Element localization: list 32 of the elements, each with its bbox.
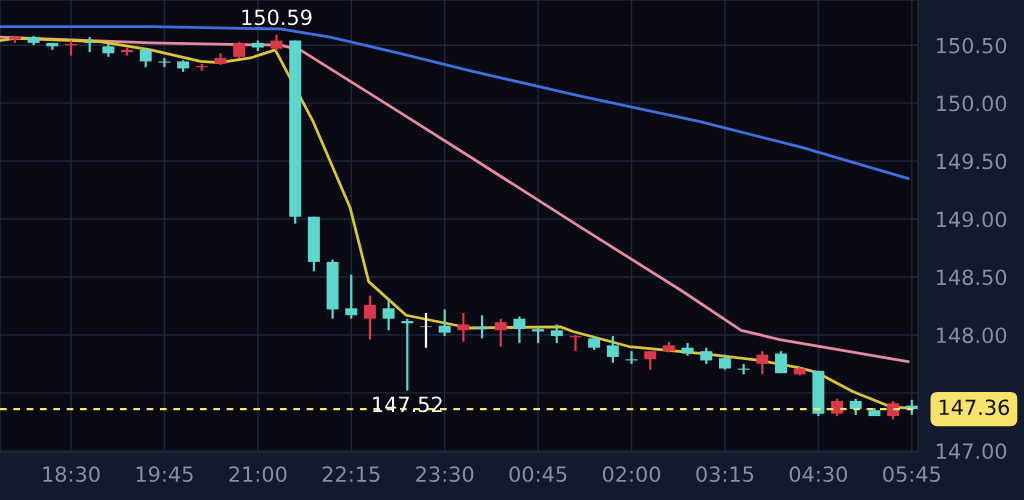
x-tick-label: 21:00: [229, 466, 287, 483]
candlestick: [363, 294, 376, 341]
y-tick-label: 150.00: [936, 95, 1007, 112]
candlestick: [550, 323, 563, 345]
candlestick: [139, 47, 152, 69]
annotation: 147.52: [373, 396, 442, 413]
candlestick: [345, 273, 358, 320]
annotation: 150.59: [242, 9, 312, 26]
y-tick-label: 148.00: [936, 327, 1007, 344]
candlestick: [606, 334, 619, 364]
ref-line-label: 147.36: [939, 399, 1010, 416]
candlestick: [438, 308, 451, 338]
x-tick-label: 18:30: [43, 466, 100, 483]
x-tick-label: 05:45: [883, 466, 940, 483]
candlestick: [644, 350, 657, 371]
x-tick-label: 23:30: [416, 466, 474, 483]
x-tick-label: 19:45: [136, 466, 193, 483]
candlestick: [494, 317, 507, 348]
x-tick-label: 04:30: [789, 466, 847, 483]
y-tick-label: 150.50: [936, 37, 1007, 54]
x-tick-label: 03:15: [696, 466, 754, 483]
y-tick-label: 149.50: [936, 153, 1007, 170]
x-tick-label: 00:45: [509, 466, 567, 483]
y-tick-label: 149.00: [936, 211, 1007, 228]
candlestick: [756, 350, 769, 376]
candlestick: [382, 297, 395, 332]
x-tick-label: 02:00: [602, 466, 661, 483]
x-tick-label: 22:15: [322, 466, 380, 483]
candlestick: [513, 315, 526, 345]
y-tick-label: 147.00: [936, 443, 1007, 460]
candlestick: [158, 56, 171, 69]
y-tick-label: 148.50: [936, 269, 1007, 286]
